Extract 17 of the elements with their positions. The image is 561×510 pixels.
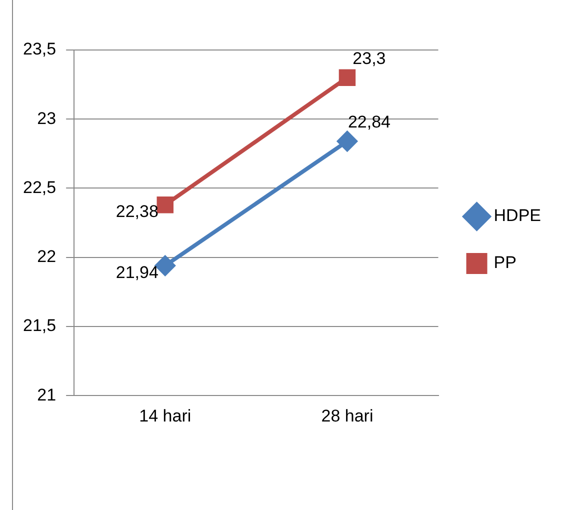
point xyxy=(337,131,358,152)
legend-label: HDPE xyxy=(494,206,542,226)
point xyxy=(338,69,356,86)
y-tick-label: 22,5 xyxy=(22,178,56,197)
y-tick-label: 21 xyxy=(37,385,56,404)
data-label: 22,84 xyxy=(348,112,390,132)
data-label: 21,94 xyxy=(116,262,158,282)
y-tick-label: 23 xyxy=(37,108,56,128)
legend-label: PP xyxy=(494,253,516,272)
y-tick-label: 22 xyxy=(37,247,56,266)
y-tick-label: 23,5 xyxy=(22,40,56,59)
x-tick-label: 28 hari xyxy=(321,406,374,426)
y-tick-label: 21,5 xyxy=(22,316,56,336)
x-tick-label: 14 hari xyxy=(139,406,192,426)
data-label: 22,38 xyxy=(116,202,158,222)
data-label: 23,3 xyxy=(352,48,386,68)
point xyxy=(156,196,174,214)
